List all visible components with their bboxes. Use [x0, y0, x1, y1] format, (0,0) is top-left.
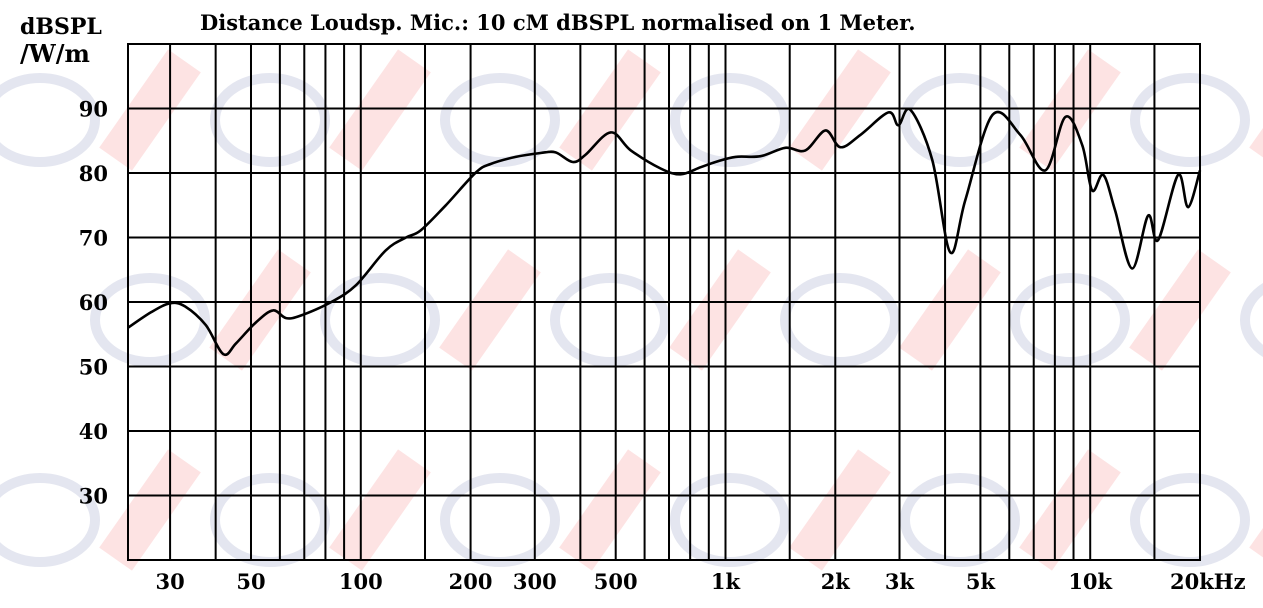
- watermark-logo-icon: [210, 73, 330, 167]
- watermark-mark-icon: [669, 249, 771, 371]
- plot-frame: [127, 43, 1201, 561]
- x-tick-label: 10k: [1068, 569, 1112, 594]
- watermark-logo-icon: [1240, 282, 1263, 358]
- watermark-logo-icon: [1010, 273, 1130, 367]
- x-tick-label: 50: [236, 569, 265, 594]
- watermark-logo-icon: [900, 73, 1020, 167]
- watermark-logo-icon: [0, 73, 100, 167]
- watermark-logo-icon: [670, 473, 790, 567]
- y-tick-label: 60: [79, 290, 108, 315]
- x-tick-label: 300: [513, 569, 557, 594]
- y-tick-label: 80: [79, 161, 108, 186]
- watermark-mark-icon: [209, 249, 311, 371]
- watermark-mark-icon: [439, 249, 541, 371]
- x-tick-label: 200: [449, 569, 493, 594]
- watermark-logo-icon: [1130, 73, 1250, 167]
- watermark-mark-icon: [789, 49, 891, 171]
- watermark-logo-icon: [0, 473, 100, 567]
- watermark-logo-icon: [320, 273, 440, 367]
- watermark-mark-icon: [1129, 249, 1231, 371]
- watermark-mark-icon: [559, 449, 661, 571]
- x-tick-label: 2k: [821, 569, 851, 594]
- watermark-mark-icon: [329, 49, 431, 171]
- y-axis-label-line1: dBSPL: [20, 14, 102, 40]
- y-tick-label: 40: [79, 419, 108, 444]
- watermark-logo-icon: [440, 473, 560, 567]
- watermark-logo-icon: [780, 273, 900, 367]
- watermark-logo-icon: [210, 473, 330, 567]
- y-tick-label: 70: [79, 226, 108, 251]
- watermark-mark-icon: [899, 249, 1001, 371]
- watermark-mark-icon: [329, 449, 431, 571]
- watermark-mark-icon: [789, 449, 891, 571]
- watermark-mark-icon: [1019, 449, 1121, 571]
- y-axis-label-line2: /W/m: [20, 39, 90, 68]
- x-tick-label: 30: [155, 569, 184, 594]
- watermark-mark-icon: [1249, 449, 1263, 571]
- y-tick-label: 30: [79, 484, 108, 509]
- chart-title: Distance Loudsp. Mic.: 10 cM dBSPL norma…: [200, 10, 916, 35]
- watermark-logo-icon: [670, 73, 790, 167]
- watermark-logo-icon: [1130, 473, 1250, 567]
- x-tick-label: 5k: [966, 569, 996, 594]
- y-tick-label: 50: [79, 355, 108, 380]
- y-tick-label: 90: [79, 97, 108, 122]
- watermark-mark-icon: [99, 449, 201, 571]
- watermark-mark-icon: [1019, 49, 1121, 171]
- watermark-mark-icon: [99, 49, 201, 171]
- watermark-logo-icon: [440, 73, 560, 167]
- watermark-logo-icon: [900, 473, 1020, 567]
- y-tick-labels: 90 80 70 60 50 40 30: [79, 97, 108, 509]
- watermark-logo-icon: [90, 273, 210, 367]
- x-tick-label: 100: [339, 569, 383, 594]
- x-tick-label: 20kHz: [1170, 569, 1246, 594]
- x-tick-label: 1k: [711, 569, 741, 594]
- watermark-mark-icon: [1249, 49, 1263, 171]
- response-curve: [127, 107, 1202, 357]
- watermark-logo-icon: [550, 273, 670, 367]
- x-tick-label: 500: [594, 569, 638, 594]
- x-tick-labels: 30 50 100 200 300 500 1k 2k 3k 5k 10k 20kHz: [155, 569, 1245, 594]
- watermark-mark-icon: [559, 49, 661, 171]
- x-tick-label: 3k: [885, 569, 915, 594]
